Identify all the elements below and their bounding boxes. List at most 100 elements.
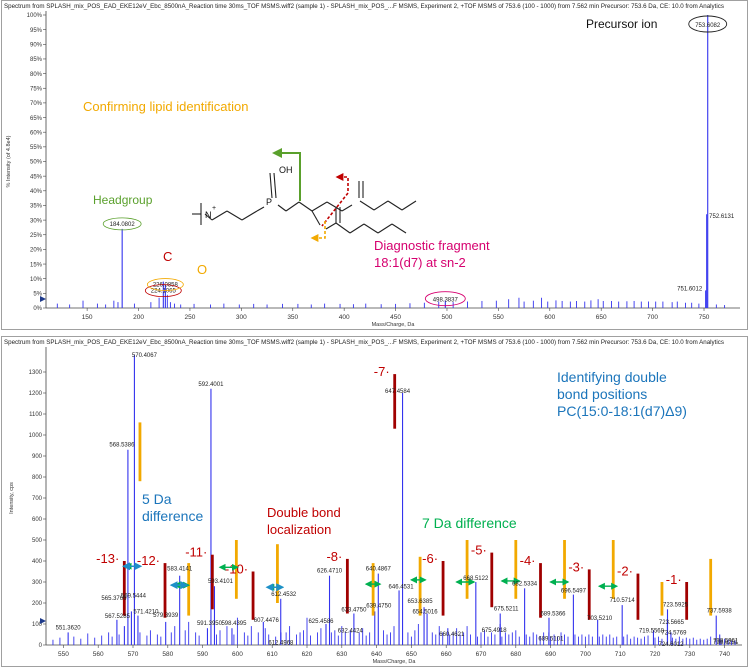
x-tick-label: 580 xyxy=(162,651,173,658)
y-tick-label: 15% xyxy=(30,262,43,268)
y-tick-label: 70% xyxy=(30,101,43,107)
o-label: O xyxy=(197,262,207,277)
structure-bond xyxy=(387,200,403,211)
axis-marker-icon xyxy=(40,618,46,624)
structure-charge: + xyxy=(212,205,216,212)
diagnostic-circle xyxy=(424,291,466,307)
structure-bond xyxy=(359,200,375,211)
structure-bond xyxy=(285,201,300,212)
seven-da-label: 7 Da difference xyxy=(422,515,517,531)
peak-label: 646.4531 xyxy=(389,584,415,590)
structure-bond xyxy=(363,223,379,234)
peak-label: 696.5497 xyxy=(561,589,587,595)
x-tick-label: 710 xyxy=(615,651,626,658)
top-spectrum-header: Spectrum from SPLASH_mix_POS_EAD_EKE12eV… xyxy=(4,3,724,10)
structure-oh-label: OH xyxy=(279,165,293,175)
peak-label: 753.6082 xyxy=(695,23,721,29)
peak-label: 592.4001 xyxy=(198,382,224,388)
precursor-ion-label: Precursor ion xyxy=(586,17,657,31)
axis-marker-icon xyxy=(40,296,46,302)
peak-label: 184.0802 xyxy=(110,222,136,228)
peak-label: 612.4532 xyxy=(271,592,297,598)
peak-label: 583.4141 xyxy=(167,567,193,573)
peak-label: 626.4710 xyxy=(317,569,343,575)
cleavage-label: -12· xyxy=(137,553,160,568)
x-tick-label: 650 xyxy=(406,651,417,658)
structure-bond xyxy=(311,201,328,212)
five-da-label-line2: difference xyxy=(142,508,203,524)
headgroup-cleavage-arrow xyxy=(272,148,301,201)
y-tick-label: 500 xyxy=(32,538,43,544)
c-label: C xyxy=(163,249,172,264)
peak-label: 738.6251 xyxy=(713,640,739,646)
peak-label: 632.4424 xyxy=(338,628,364,634)
x-tick-label: 550 xyxy=(58,651,69,658)
peak-label: 551.3620 xyxy=(56,625,82,631)
diagnostic-fragment-label: Diagnostic fragment xyxy=(374,238,490,253)
diagnostic-subtitle-label: 18:1(d7) at sn-2 xyxy=(374,255,466,270)
top-spectrum-panel: Spectrum from SPLASH_mix_POS_EAD_EKE12eV… xyxy=(1,0,748,330)
x-tick-label: 450 xyxy=(390,314,401,321)
peak-label: 668.5122 xyxy=(463,576,489,582)
structure-bond xyxy=(311,210,321,226)
structure-bond xyxy=(269,172,273,199)
peak-label: 689.5366 xyxy=(540,612,566,618)
peak-label: 660.4621 xyxy=(439,632,465,638)
x-tick-label: 630 xyxy=(336,651,347,658)
y-tick-label: 20% xyxy=(30,248,43,254)
title-line3: PC(15:0-18:1(d7)Δ9) xyxy=(557,403,687,419)
peak-label: 752.6131 xyxy=(709,214,735,220)
structure-bond xyxy=(204,213,213,221)
peak-label: 647.4584 xyxy=(385,389,411,395)
x-tick-label: 690 xyxy=(545,651,556,658)
x-tick-label: 500 xyxy=(442,314,453,321)
x-tick-label: 660 xyxy=(441,651,452,658)
peak-label: 724.5769 xyxy=(661,630,687,636)
structure-bond xyxy=(273,172,277,199)
y-tick-label: 95% xyxy=(30,28,43,34)
structure-bond xyxy=(325,222,337,230)
peak-label: 612.4968 xyxy=(268,640,294,646)
bottom-spectrum-header: Spectrum from SPLASH_mix_POS_EAD_EKE12eV… xyxy=(4,339,724,346)
y-tick-label: 1100 xyxy=(29,412,43,418)
peak-label: 751.6012 xyxy=(677,286,703,292)
double-bond-label-line2: localization xyxy=(267,522,331,537)
y-tick-label: 60% xyxy=(30,130,43,136)
c-cleavage-line xyxy=(321,192,349,227)
structure-bond xyxy=(277,204,287,212)
x-tick-label: 550 xyxy=(493,314,504,321)
x-tick-label: 640 xyxy=(371,651,382,658)
cleavage-label: -10· xyxy=(225,562,248,577)
structure-n-atom: N xyxy=(205,210,212,220)
peak-label: 569.5444 xyxy=(121,593,147,599)
y-tick-label: 80% xyxy=(30,72,43,78)
structure-bond xyxy=(341,204,353,212)
y-tick-label: 85% xyxy=(30,57,43,63)
y-tick-label: 0% xyxy=(33,306,42,312)
title-line2: bond positions xyxy=(557,386,647,402)
y-tick-label: 700 xyxy=(32,496,43,502)
x-tick-label: 700 xyxy=(580,651,591,658)
five-da-label-line1: 5 Da xyxy=(142,491,172,507)
y-axis-label: % Intensity (of 4.8e4) xyxy=(6,135,12,187)
peak-label: 639.4750 xyxy=(366,603,392,609)
x-tick-label: 590 xyxy=(197,651,208,658)
structure-p-atom: P xyxy=(266,197,272,207)
cleavage-label: -2· xyxy=(617,564,633,579)
peak-label: 737.5938 xyxy=(707,609,733,615)
y-tick-label: 300 xyxy=(32,580,43,586)
y-tick-label: 35% xyxy=(30,204,43,210)
peak-label: 633.4750 xyxy=(341,608,367,614)
structure-bond xyxy=(335,222,351,234)
c-cleavage-arrow xyxy=(335,173,349,191)
peak-label: 719.5568 xyxy=(639,628,665,634)
x-tick-label: 600 xyxy=(544,314,555,321)
y-tick-label: 200 xyxy=(32,601,43,607)
x-tick-label: 150 xyxy=(82,314,93,321)
x-tick-label: 560 xyxy=(93,651,104,658)
peak-label: 654.5016 xyxy=(413,610,439,616)
y-tick-label: 1000 xyxy=(29,433,43,439)
top-spectrum-chart: 150 200 250 300 350 400 450 500 550 600 650 700 750 0… xyxy=(6,11,740,328)
y-tick-label: 0 xyxy=(39,643,43,649)
double-bond-label-line1: Double bond xyxy=(267,505,341,520)
